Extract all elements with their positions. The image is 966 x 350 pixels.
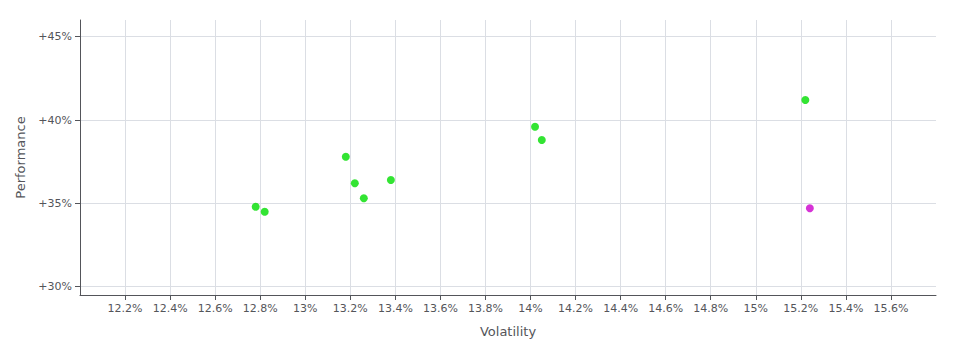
svg-text:+30%: +30% xyxy=(38,280,72,293)
svg-text:12.4%: 12.4% xyxy=(153,302,188,315)
svg-text:15.2%: 15.2% xyxy=(783,302,818,315)
svg-text:14.4%: 14.4% xyxy=(603,302,638,315)
svg-text:15%: 15% xyxy=(744,302,768,315)
svg-text:12.8%: 12.8% xyxy=(243,302,278,315)
svg-text:14%: 14% xyxy=(518,302,542,315)
svg-text:14.2%: 14.2% xyxy=(558,302,593,315)
svg-text:+45%: +45% xyxy=(38,30,72,43)
svg-text:+40%: +40% xyxy=(38,114,72,127)
svg-text:13.8%: 13.8% xyxy=(468,302,503,315)
svg-text:14.8%: 14.8% xyxy=(693,302,728,315)
svg-text:15.6%: 15.6% xyxy=(873,302,908,315)
svg-text:13.4%: 13.4% xyxy=(378,302,413,315)
svg-text:Volatility: Volatility xyxy=(480,324,536,339)
svg-text:15.4%: 15.4% xyxy=(828,302,863,315)
svg-text:+35%: +35% xyxy=(38,197,72,210)
svg-text:13.2%: 13.2% xyxy=(333,302,368,315)
svg-text:14.6%: 14.6% xyxy=(648,302,683,315)
svg-text:13.6%: 13.6% xyxy=(423,302,458,315)
svg-text:12.2%: 12.2% xyxy=(108,302,143,315)
svg-text:13%: 13% xyxy=(293,302,317,315)
svg-text:12.6%: 12.6% xyxy=(198,302,233,315)
svg-text:Performance: Performance xyxy=(13,116,28,198)
